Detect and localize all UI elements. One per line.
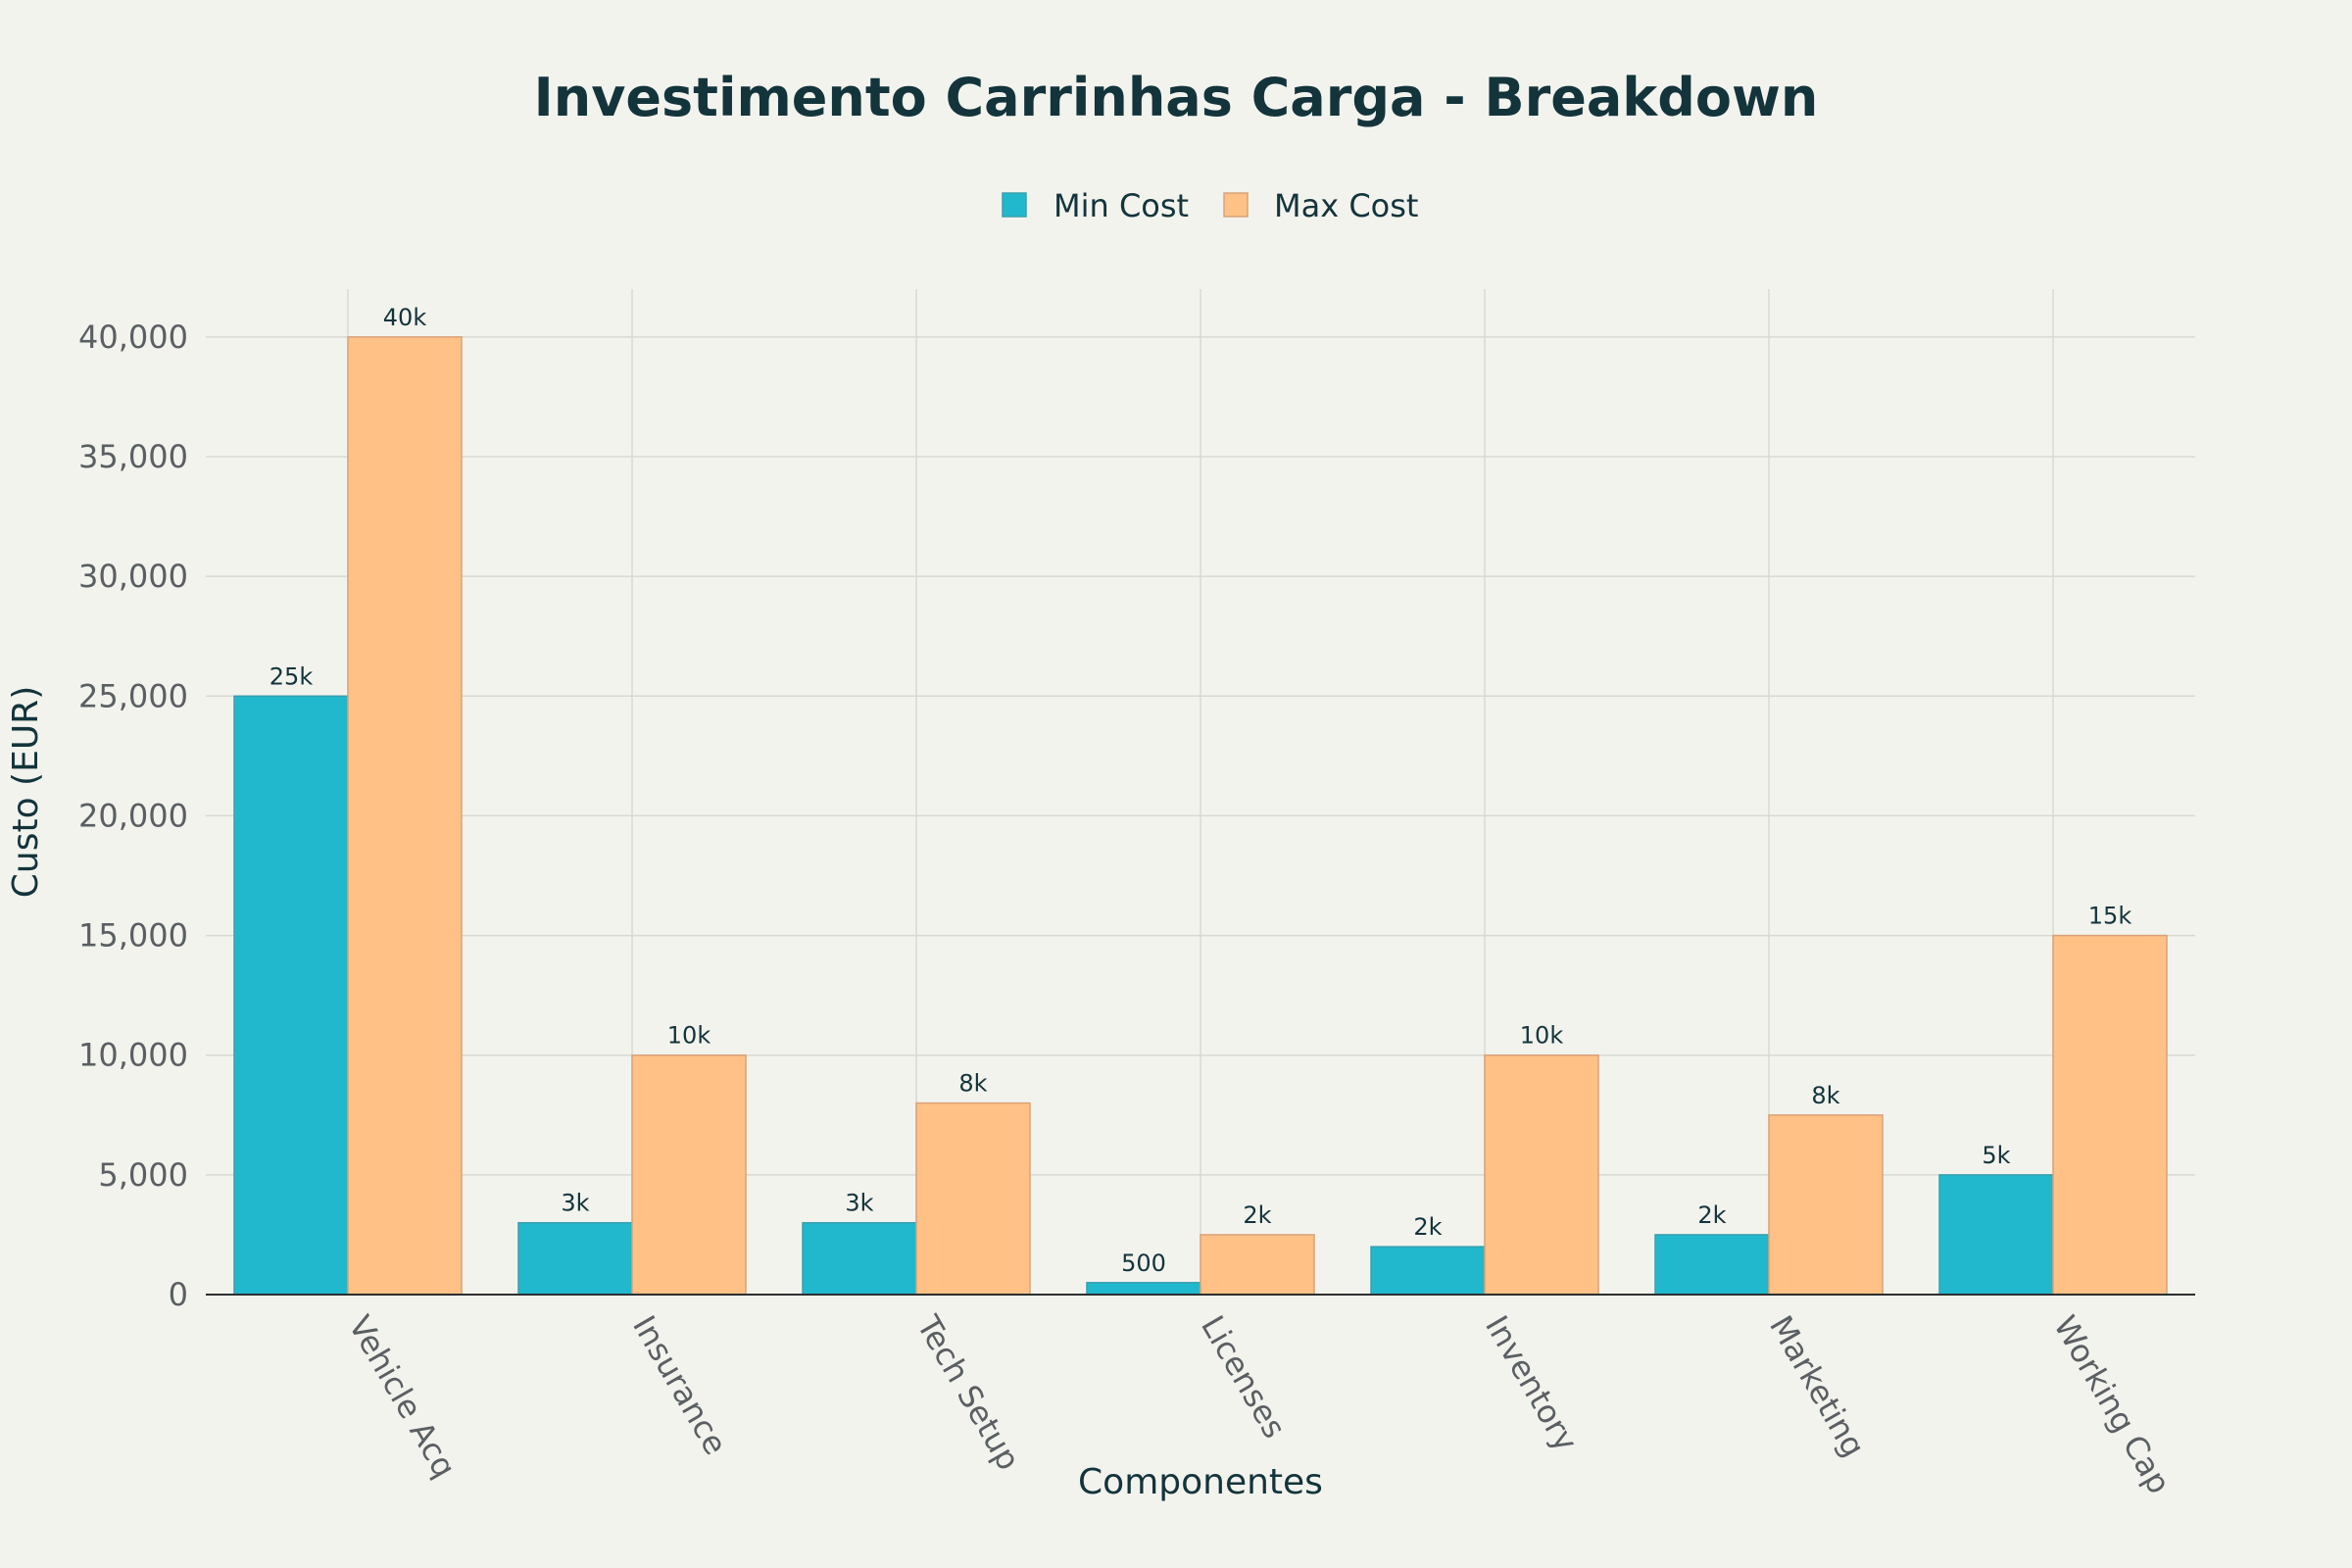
x-axis-title: Componentes xyxy=(1078,1462,1323,1502)
bar-min-cost-vehicle-acq[interactable] xyxy=(233,695,349,1296)
bar-min-cost-inventory[interactable] xyxy=(1370,1246,1486,1296)
data-label-min-cost-tech-setup: 3k xyxy=(845,1190,873,1217)
grid xyxy=(206,289,2195,1295)
x-tick-label-tech-setup: Tech Setup xyxy=(909,1308,1028,1476)
x-tick-label-licenses: Licenses xyxy=(1194,1309,1294,1445)
legend-label-max-cost: Max Cost xyxy=(1274,187,1418,224)
data-label-min-cost-licenses: 500 xyxy=(1121,1250,1166,1277)
legend: Min Cost Max Cost xyxy=(1002,187,1418,224)
bars xyxy=(233,336,2168,1296)
bar-min-cost-tech-setup[interactable] xyxy=(802,1221,917,1296)
data-label-min-cost-vehicle-acq: 25k xyxy=(270,662,314,690)
data-label-min-cost-insurance: 3k xyxy=(561,1190,589,1217)
data-label-min-cost-working-cap: 5k xyxy=(1982,1142,2010,1169)
y-tick-label: 10,000 xyxy=(78,1037,188,1074)
y-tick-label: 25,000 xyxy=(78,677,188,714)
data-label-max-cost-working-cap: 15k xyxy=(2088,903,2132,930)
bar-max-cost-vehicle-acq[interactable] xyxy=(347,336,463,1296)
y-tick-label: 0 xyxy=(169,1276,188,1313)
bar-min-cost-insurance[interactable] xyxy=(517,1221,633,1296)
data-label-max-cost-insurance: 10k xyxy=(667,1022,711,1050)
legend-swatch-max-cost xyxy=(1223,192,1249,218)
x-tick-label-marketing: Marketing xyxy=(1762,1309,1873,1463)
bar-max-cost-licenses[interactable] xyxy=(1200,1234,1315,1296)
y-axis-title: Custo (EUR) xyxy=(6,686,46,899)
x-tick-label-vehicle-acq: Vehicle Acq xyxy=(341,1309,464,1484)
y-tick-label: 40,000 xyxy=(78,318,188,356)
legend-swatch-min-cost xyxy=(1002,192,1027,218)
x-tick-label-working-cap: Working Cap xyxy=(2046,1309,2178,1500)
bar-min-cost-licenses[interactable] xyxy=(1086,1282,1201,1296)
x-tick-label-inventory: Inventory xyxy=(1478,1309,1585,1457)
data-label-max-cost-tech-setup: 8k xyxy=(958,1070,987,1098)
legend-label-min-cost: Min Cost xyxy=(1054,187,1189,224)
data-label-min-cost-marketing: 2k xyxy=(1697,1201,1726,1229)
bar-max-cost-insurance[interactable] xyxy=(631,1054,747,1296)
bar-min-cost-marketing[interactable] xyxy=(1654,1234,1770,1296)
data-label-max-cost-licenses: 2k xyxy=(1243,1201,1271,1229)
bar-max-cost-inventory[interactable] xyxy=(1484,1054,1599,1296)
bar-min-cost-working-cap[interactable] xyxy=(1938,1174,2054,1296)
legend-item-max-cost[interactable]: Max Cost xyxy=(1223,187,1418,224)
bar-max-cost-working-cap[interactable] xyxy=(2052,934,2168,1296)
y-tick-label: 20,000 xyxy=(78,797,188,834)
bar-max-cost-tech-setup[interactable] xyxy=(915,1102,1031,1296)
bar-max-cost-marketing[interactable] xyxy=(1768,1114,1884,1296)
y-tick-label: 15,000 xyxy=(78,917,188,955)
data-label-max-cost-marketing: 8k xyxy=(1811,1082,1839,1109)
data-label-min-cost-inventory: 2k xyxy=(1413,1213,1442,1241)
data-label-max-cost-inventory: 10k xyxy=(1520,1022,1564,1050)
x-tick-label-insurance: Insurance xyxy=(625,1309,734,1461)
data-labels: 25k 40k 3k 10k 3k 8k 500 2k 2k 10k 2k 8k 5k 15k xyxy=(270,304,2132,1277)
data-label-max-cost-vehicle-acq: 40k xyxy=(383,304,427,331)
y-tick-label: 5,000 xyxy=(98,1156,188,1194)
chart-title: Investimento Carrinhas Carga - Breakdown xyxy=(534,67,1819,128)
y-axis-ticks: 0 5,000 10,000 15,000 20,000 25,000 30,000 35,0… xyxy=(78,318,188,1313)
y-tick-label: 35,000 xyxy=(78,438,188,475)
y-tick-label: 30,000 xyxy=(78,558,188,595)
legend-item-min-cost[interactable]: Min Cost xyxy=(1002,187,1189,224)
